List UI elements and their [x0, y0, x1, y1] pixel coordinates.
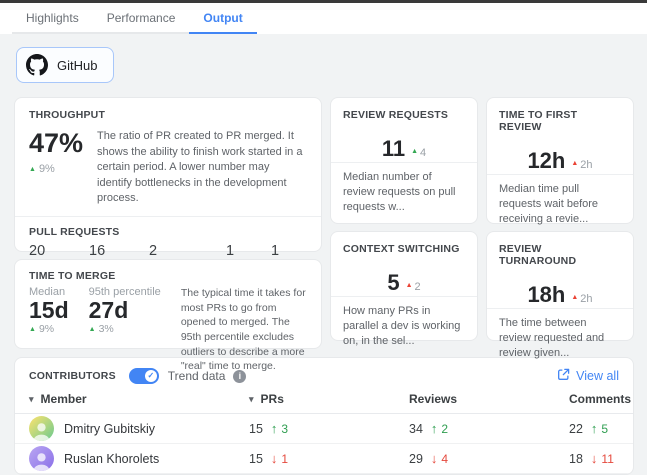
trend-data-toggle[interactable] [128, 368, 159, 384]
tab-bar: Highlights Performance Output [0, 3, 647, 34]
avatar [29, 416, 54, 441]
info-icon[interactable] [233, 369, 247, 383]
context-switching-value: 5 ▲ 2 [387, 270, 421, 295]
trend-up-icon: ▲ [405, 282, 413, 289]
sort-caret-icon: ▾ [249, 393, 254, 404]
ttm-median-delta: ▲ 9% [29, 323, 55, 336]
arrow-down-icon [271, 451, 278, 466]
pull-requests-title: PULL REQUESTS [29, 226, 120, 239]
arrow-up-icon [591, 421, 598, 436]
trend-up-icon: ▲ [29, 166, 36, 174]
time-to-first-review-card: TIME TO FIRST REVIEW 12h ▲ 2h Median time … [486, 97, 634, 225]
trend-up-icon: ▲ [29, 326, 36, 334]
throughput-card: THROUGHPUT 47% ▲ 9% The ratio of PR creat… [14, 97, 322, 273]
time-to-first-review-footer: Median time pull requests wait before re… [487, 174, 633, 236]
comments-cell: 18 11 [569, 451, 619, 466]
reviews-cell: 34 2 [409, 421, 569, 436]
github-source-button[interactable]: GitHub [16, 47, 115, 83]
comments-cell: 22 5 [569, 421, 619, 436]
trend-up-icon: ▲ [571, 294, 579, 301]
arrow-up-icon [271, 421, 278, 436]
contributors-title: CONTRIBUTORS [29, 370, 116, 382]
tab-performance[interactable]: Performance [93, 3, 190, 34]
prs-cell: 15 3 [249, 421, 409, 436]
view-all-button[interactable]: View all [557, 368, 619, 384]
member-cell: Ruslan Khorolets [29, 446, 249, 471]
card-divider [15, 216, 321, 218]
context-switching-footer: How many PRs in parallel a dev is workin… [331, 296, 477, 358]
arrow-down-icon [591, 451, 598, 466]
column-header-prs[interactable]: ▾ PRs [249, 392, 284, 406]
throughput-value: 47% [29, 128, 84, 158]
review-turnaround-value: 18h ▲ 2h [527, 282, 593, 307]
ttm-p95-stat: 95th percentile 27d ▲ 3% [88, 286, 161, 336]
time-to-first-review-title: TIME TO FIRST REVIEW [499, 109, 578, 133]
window-edge [0, 0, 647, 3]
review-turnaround-title: REVIEW TURNAROUND [499, 243, 577, 267]
member-name: Dmitry Gubitskiy [64, 421, 155, 436]
prs-cell: 15 1 [249, 451, 409, 466]
time-to-first-review-value: 12h ▲ 2h [527, 148, 593, 173]
middle-column: REVIEW REQUESTS 11 ▲ 4 Median number of re… [330, 97, 478, 349]
time-to-merge-card: TIME TO MERGE Median 15d ▲ 9% 95th percen… [14, 259, 322, 372]
review-requests-footer: Median number of review requests on pull… [331, 162, 477, 224]
ttm-median-stat: Median 15d ▲ 9% [29, 286, 69, 336]
trend-up-icon: ▲ [571, 160, 579, 167]
github-button-label: GitHub [57, 57, 98, 73]
contributors-header: CONTRIBUTORS Trend data View all [15, 358, 633, 392]
throughput-value-block: 47% ▲ 9% [29, 129, 83, 207]
arrow-up-icon [431, 421, 438, 436]
review-requests-title: REVIEW REQUESTS [343, 109, 449, 121]
time-to-merge-description: The typical time it takes for most PRs t… [180, 287, 306, 373]
column-header-member[interactable]: ▾ Member [29, 392, 87, 406]
review-requests-value: 11 ▲ 4 [381, 136, 427, 161]
right-column: TIME TO FIRST REVIEW 12h ▲ 2h Median time … [486, 97, 634, 359]
trend-data-label: Trend data [167, 369, 226, 383]
member-cell: Dmitry Gubitskiy [29, 416, 249, 441]
context-switching-title: CONTEXT SWITCHING [343, 243, 460, 255]
tab-highlights[interactable]: Highlights [12, 3, 93, 34]
metrics-grid: THROUGHPUT 47% ▲ 9% The ratio of PR creat… [14, 97, 634, 372]
context-switching-card: CONTEXT SWITCHING 5 ▲ 2 How many PRs in pa… [330, 231, 478, 347]
github-icon [26, 54, 48, 76]
tab-strip: Highlights Performance Output [12, 3, 257, 34]
time-to-merge-title: TIME TO MERGE [29, 270, 116, 282]
review-requests-card: REVIEW REQUESTS 11 ▲ 4 Median number of re… [330, 97, 478, 224]
ttm-p95-delta: ▲ 3% [88, 323, 114, 336]
review-turnaround-card: REVIEW TURNAROUND 18h ▲ 2h The time betwee… [486, 231, 634, 359]
contributor-row[interactable]: Dmitry Gubitskiy 15 3 34 2 22 5 [15, 414, 633, 444]
tab-output[interactable]: Output [189, 3, 257, 34]
avatar [29, 446, 54, 471]
column-header-reviews[interactable]: Reviews [409, 392, 458, 406]
review-turnaround-footer: The time between review requested and re… [487, 308, 633, 370]
arrow-down-icon [431, 451, 438, 466]
contributors-card: CONTRIBUTORS Trend data View all ▾ Membe… [14, 357, 634, 475]
external-link-icon [557, 368, 570, 384]
trend-up-icon: ▲ [88, 326, 96, 334]
reviews-cell: 29 4 [409, 451, 569, 466]
contributors-table-header: ▾ Member ▾ PRs Reviews Comments [15, 392, 633, 414]
throughput-description: The ratio of PR created to PR merged. It… [97, 130, 303, 205]
column-header-comments[interactable]: Comments [569, 392, 632, 406]
throughput-delta: ▲ 9% [29, 163, 55, 176]
main-content: GitHub THROUGHPUT 47% ▲ 9% The ratio of P… [0, 34, 647, 475]
member-name: Ruslan Khorolets [64, 451, 160, 466]
toggle-check-icon [144, 370, 157, 382]
left-column: THROUGHPUT 47% ▲ 9% The ratio of PR creat… [14, 97, 322, 372]
throughput-title: THROUGHPUT [29, 109, 106, 121]
contributor-row[interactable]: Ruslan Khorolets 15 1 29 4 18 11 [15, 444, 633, 474]
sort-caret-icon: ▾ [29, 393, 34, 404]
trend-up-icon: ▲ [411, 148, 419, 155]
